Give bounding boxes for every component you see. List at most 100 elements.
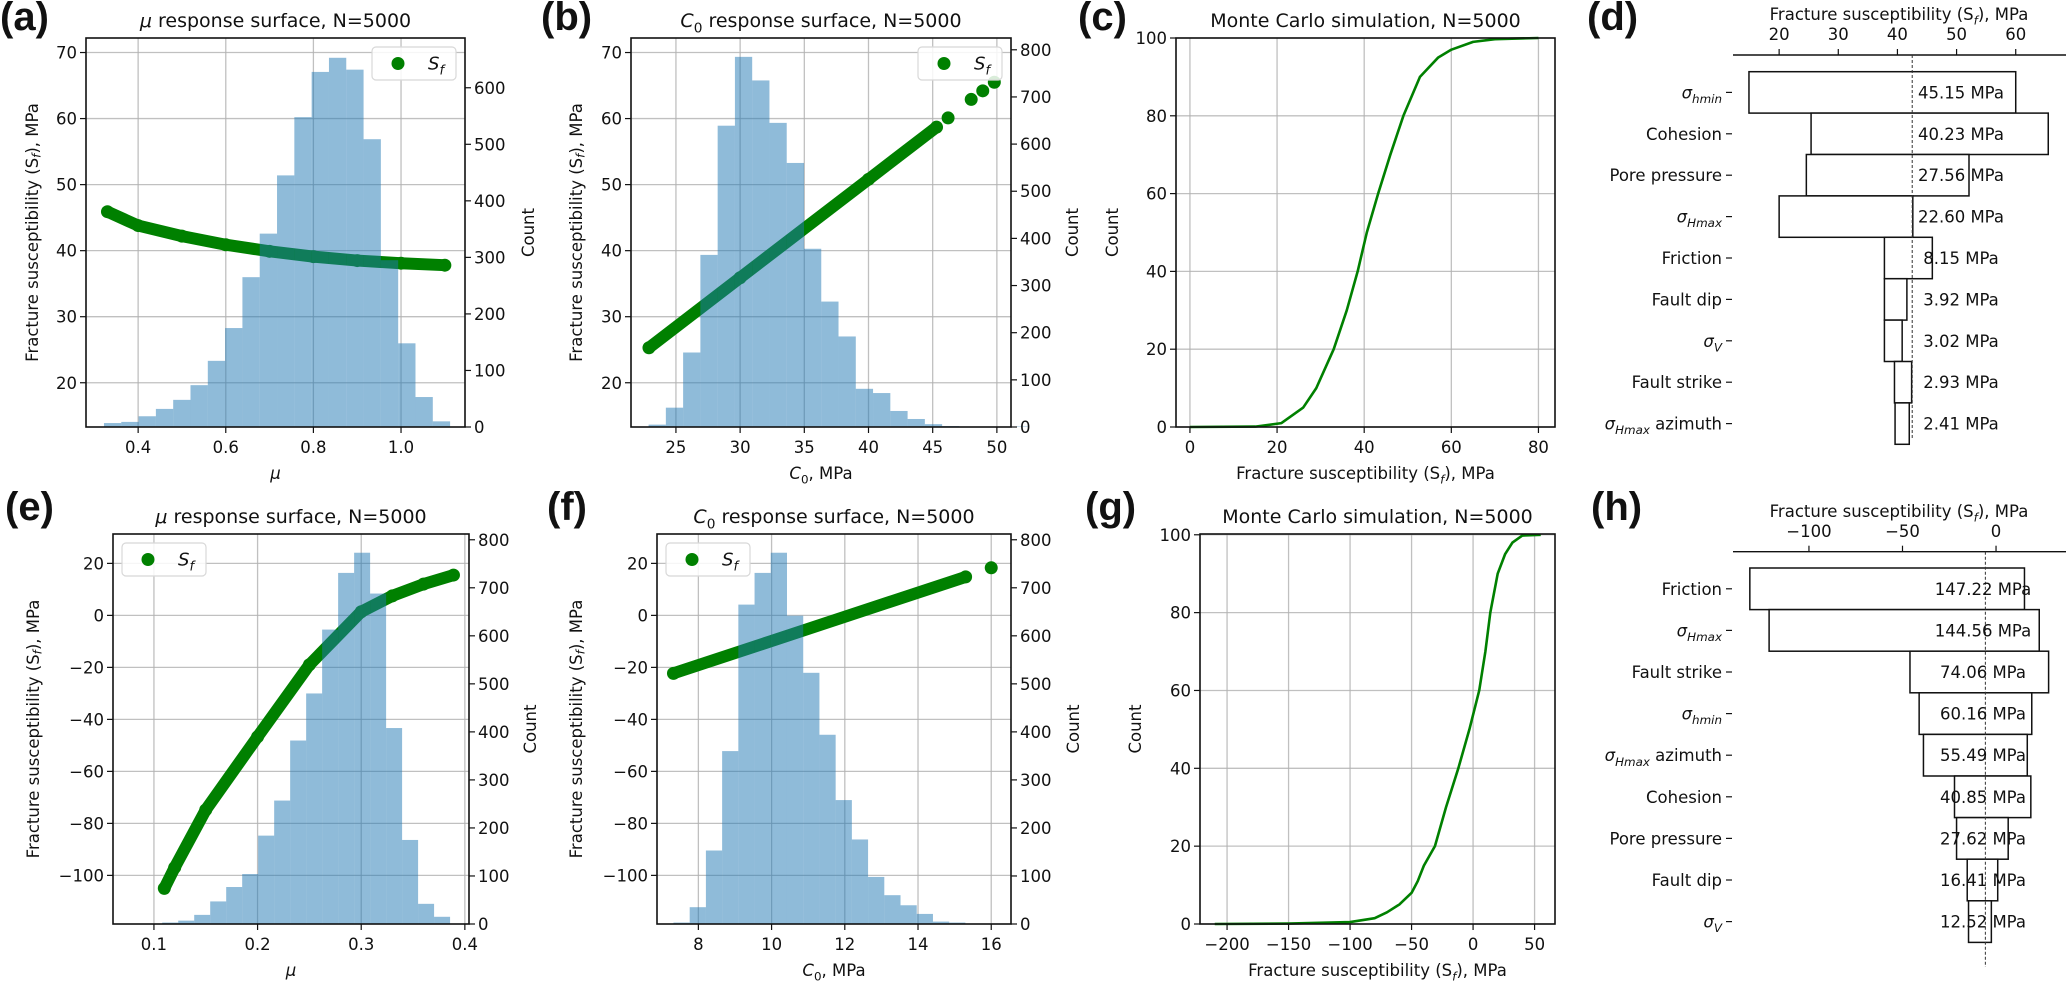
text-part: Fracture susceptibility (S [567,158,586,362]
text-part: hmin [1692,92,1722,106]
panel-e: 0.1 0.2 0.3 0.4−100−80−60−40−20020010020030… [24,506,540,980]
histogram-bar [354,552,371,924]
bar-value-label: 27.56 MPa [1918,166,2004,185]
histogram-bar [705,850,723,924]
y2-tick-label: 100 [478,867,510,886]
y-axis-label: Fracture susceptibility (Sf), MPa [567,103,588,362]
scatter-point [959,570,973,584]
histogram-bar [225,328,243,427]
histogram-bar [434,916,451,924]
histogram-bar [754,572,771,924]
cdf-line [1189,36,1539,429]
y-axis-label: Fracture susceptibility (Sf), MPa [23,103,44,362]
scatter-series-sf [666,561,998,680]
text-part: Fault dip [1652,871,1722,890]
y2-tick-label: 300 [1020,277,1052,296]
histogram-bar [786,162,804,427]
y2-tick-label: 400 [1020,723,1052,742]
text-part: C [680,10,694,32]
text-part: Count [1103,207,1122,257]
histogram-bar [322,629,339,924]
y-tick-label: 40 [56,242,77,261]
text-part: , MPa [822,961,866,980]
bar-value-label: 147.22 MPa [1935,580,2032,599]
text-part: ), MPa [567,600,586,650]
x-tick-label: 60 [2005,25,2026,44]
y-tick-label: 20 [1146,340,1167,359]
text-part: ), MPa [1978,5,2028,24]
y2-tick-label: 0 [474,418,485,437]
histogram-bar [835,800,852,924]
x-tick-label: 35 [794,438,815,457]
tornado-bar-row: σHmax [1677,195,1914,239]
y-tick-label: 80 [1170,604,1191,623]
tornado-bar-row: σHmax [1677,608,2040,652]
y-tick-label: 20 [83,554,104,573]
y-tick-label: 40 [1146,262,1167,281]
text-part: σ [1703,332,1714,351]
y-tick-label: 30 [601,308,622,327]
panel-title: μ response surface, N=5000 [154,506,426,528]
tornado-bar-row: σHmax azimuth [1605,733,2029,777]
histogram-bar [873,393,891,427]
text-part: f [985,64,992,79]
category-label: Friction [1662,249,1722,268]
y2-tick-label: 700 [1020,88,1052,107]
panel-title: Monte Carlo simulation, N=5000 [1222,506,1533,528]
y-axis-label: Count [1103,207,1122,257]
text-part: Fault strike [1632,373,1722,392]
text-part: 0 [694,20,703,36]
y2-tick-label: 500 [478,675,510,694]
text-part: σ [1677,621,1688,640]
text-part: response surface, N=5000 [152,10,411,32]
x-axis-label: Fracture susceptibility (Sf), MPa [1248,961,1507,984]
text-part: f [30,152,44,158]
histogram [648,56,1029,428]
x-axis-label: μ [285,961,297,980]
x-axis-label: Fracture susceptibility (Sf), MPa [1236,464,1495,487]
histogram-bar [258,835,275,924]
y2-tick-label: 0 [478,915,489,934]
scatter-band [642,121,943,354]
text-part: Cohesion [1646,125,1722,144]
bar-value-label: 2.41 MPa [1923,415,1999,434]
histogram-bar [916,913,933,924]
text-part: Monte Carlo simulation, N=5000 [1210,10,1521,32]
panel-title: μ response surface, N=5000 [139,10,411,32]
category-label: σhmin [1682,705,1722,728]
histogram-bar [242,874,259,924]
panel-b: 25 30 35 40 45 502030405060700100200300400500… [567,10,1082,487]
x-tick-label: −100 [1786,522,1831,541]
text-part: C [693,506,707,528]
legend-box [121,542,207,577]
y-tick-label: −80 [613,814,648,833]
bar-value-label: 16.41 MPa [1940,871,2026,890]
histogram-bar [402,839,419,924]
y-axis-label: Fracture susceptibility (Sf), MPa [567,600,588,859]
category-label: Cohesion [1646,788,1722,807]
y2-tick-label: 100 [1020,371,1052,390]
x-tick-label: −50 [1885,522,1920,541]
x-tick-label: −100 [1327,935,1372,954]
text-part: ), MPa [23,103,42,153]
tornado-bar [1883,236,1934,280]
y2-tick-label: 400 [1020,229,1052,248]
scatter-point [862,172,875,186]
text-part: f [574,648,588,654]
y-tick-label: 0 [94,606,105,625]
histogram-bar [786,615,804,924]
text-part: f [189,560,196,575]
category-label: σV [1703,332,1722,355]
text-part: Count [1126,704,1145,754]
panel-label: (c) [1078,0,1127,39]
category-label: Friction [1662,580,1722,599]
scatter-point [251,730,265,744]
y-tick-label: 100 [1136,29,1168,48]
scatter-point [199,803,213,817]
category-label: Pore pressure [1609,166,1722,185]
panel-c: 0 20 40 60 80 0 20 40 60 80 100 Monte Carlo simulat… [1103,10,1556,487]
histogram-bar [722,751,739,924]
y2-tick-label: 600 [474,79,506,98]
histogram-bar [769,122,787,427]
